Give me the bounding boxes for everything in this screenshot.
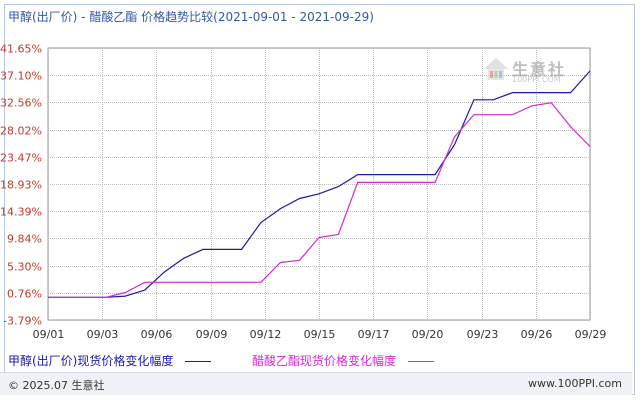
y-tick-label: 28.02% — [0, 125, 42, 138]
watermark-brand: 生意社 — [512, 60, 567, 79]
y-tick-label: 37.10% — [0, 70, 42, 83]
y-tick-label: 5.30% — [7, 261, 42, 274]
y-tick-label: 32.56% — [0, 97, 42, 110]
watermark-url: 100PPI.COM — [512, 75, 561, 84]
series-line-1 — [48, 70, 591, 298]
legend-label-series-2: 醋酸乙酯现货价格变化幅度 — [252, 354, 397, 368]
legend-swatch-series-2 — [407, 361, 434, 362]
x-tick-label: 09/15 — [304, 328, 336, 341]
x-tick-label: 09/06 — [141, 328, 173, 341]
legend-swatch-series-1 — [185, 361, 212, 362]
legend-item-series-2: 醋酸乙酯现货价格变化幅度 — [252, 352, 434, 369]
x-tick-label: 09/03 — [87, 328, 119, 341]
x-tick-label: 09/26 — [521, 328, 553, 341]
y-tick-label: 9.84% — [7, 233, 42, 246]
x-tick-label: 09/01 — [33, 328, 65, 341]
x-tick-label: 09/20 — [412, 328, 444, 341]
y-tick-label: 41.65% — [0, 43, 42, 56]
x-tick-label: 09/09 — [196, 328, 228, 341]
y-tick-label: 14.39% — [0, 206, 42, 219]
y-tick-label: 0.76% — [7, 288, 42, 301]
series-line-2 — [48, 102, 591, 298]
y-tick-label: 18.93% — [0, 179, 42, 192]
x-tick-label: 09/17 — [358, 328, 390, 341]
x-tick-label: 09/29 — [575, 328, 607, 341]
x-tick-label: 09/12 — [250, 328, 282, 341]
footer-bar: © 2025.07 生意社 www.100PPI.com — [0, 372, 632, 395]
watermark: 生意社 100PPI.COM — [482, 56, 564, 86]
y-tick-label: -3.79% — [3, 315, 42, 328]
x-tick-label: 09/23 — [467, 328, 499, 341]
y-tick-label: 23.47% — [0, 152, 42, 165]
footer-site-link[interactable]: www.100PPI.com — [528, 377, 622, 390]
chart-title: 甲醇(出厂价) - 醋酸乙酯 价格趋势比较(2021-09-01 - 2021-… — [8, 10, 374, 24]
legend-item-series-1: 甲醇(出厂价)现货价格变化幅度 — [8, 352, 212, 369]
house-logo-icon — [484, 58, 508, 80]
footer-copyright: © 2025.07 生意社 — [8, 379, 105, 392]
legend-label-series-1: 甲醇(出厂价)现货价格变化幅度 — [8, 354, 174, 368]
